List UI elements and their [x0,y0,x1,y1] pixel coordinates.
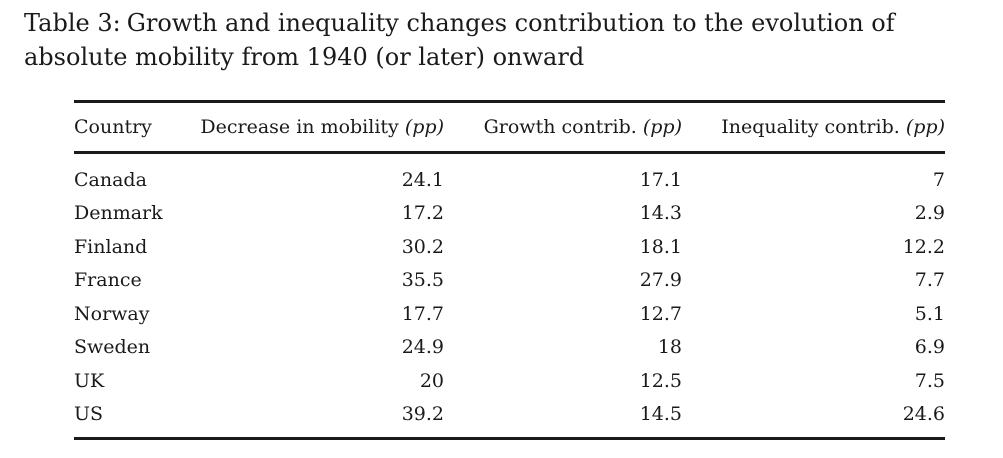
cell-growth: 14.3 [639,202,682,225]
cell-country: US [74,403,104,426]
results-table: Country Decrease in mobility (pp) Growth… [74,100,945,440]
table-row: Norway 17.7 12.7 5.1 [74,297,945,331]
header-row: Country Decrease in mobility (pp) Growth… [74,101,945,153]
cell-decrease: 30.2 [401,235,444,258]
column-header-growth: Growth contrib. (pp) [483,116,682,138]
table-row: Denmark 17.2 14.3 2.9 [74,197,945,231]
column-header-inequality: Inequality contrib. (pp) [721,116,945,138]
cell-decrease: 24.1 [401,168,444,191]
unit-label: (pp) [404,116,444,138]
cell-decrease: 17.2 [401,202,444,225]
cell-decrease: 24.9 [401,336,444,359]
caption-label: Table 3: [24,9,121,37]
table-row: Finland 30.2 18.1 12.2 [74,230,945,264]
cell-country: Finland [74,235,148,258]
cell-inequality: 12.2 [902,235,945,258]
cell-inequality: 7.5 [914,369,945,392]
cell-decrease: 17.7 [401,302,444,325]
cell-decrease: 35.5 [401,269,444,292]
cell-country: Denmark [74,202,163,225]
table-row: Canada 24.1 17.1 7 [74,153,945,197]
cell-growth: 12.5 [639,369,682,392]
column-header-decrease: Decrease in mobility (pp) [200,116,444,138]
cell-growth: 18 [657,336,682,359]
cell-country: Norway [74,302,150,325]
cell-country: UK [74,369,105,392]
cell-decrease: 39.2 [401,403,444,426]
cell-growth: 17.1 [639,168,682,191]
cell-country: Canada [74,168,147,191]
cell-inequality: 5.1 [914,302,945,325]
cell-inequality: 7 [932,168,945,191]
cell-inequality: 24.6 [902,403,945,426]
cell-growth: 27.9 [639,269,682,292]
cell-growth: 18.1 [639,235,682,258]
table-row: France 35.5 27.9 7.7 [74,264,945,298]
cell-country: Sweden [74,336,151,359]
cell-country: France [74,269,142,292]
cell-growth: 12.7 [639,302,682,325]
cell-inequality: 7.7 [914,269,945,292]
unit-label: (pp) [905,116,945,138]
table-row: US 39.2 14.5 24.6 [74,398,945,439]
cell-inequality: 6.9 [914,336,945,359]
table-row: UK 20 12.5 7.5 [74,364,945,398]
unit-label: (pp) [642,116,682,138]
table-row: Sweden 24.9 18 6.9 [74,331,945,365]
caption-text: Growth and inequality changes contributi… [24,9,895,71]
cell-inequality: 2.9 [914,202,945,225]
table-caption: Table 3: Growth and inequality changes co… [24,6,999,74]
cell-decrease: 20 [419,369,444,392]
cell-growth: 14.5 [639,403,682,426]
column-header-country: Country [74,116,152,138]
